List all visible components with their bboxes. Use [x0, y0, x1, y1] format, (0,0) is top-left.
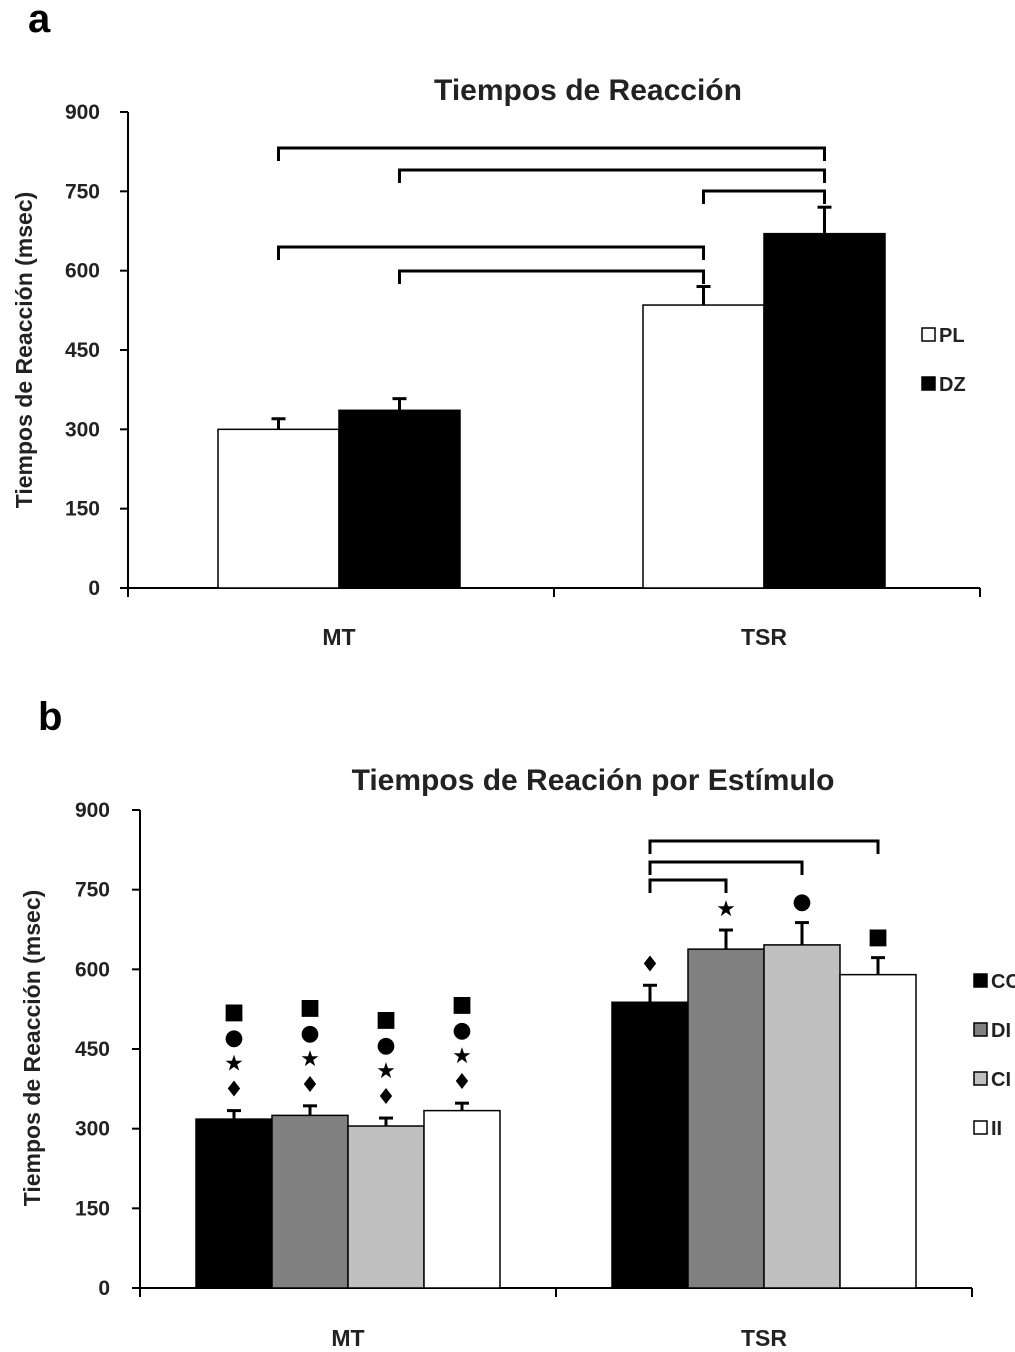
chart-a-title: Tiempos de Reacción	[434, 74, 742, 107]
chart-a-ytick-label: 600	[65, 260, 100, 283]
chart-b-ytick-label: 0	[98, 1277, 110, 1300]
chart-b-significance-bracket	[648, 878, 728, 893]
chart-b-bar-mt-ci	[347, 1125, 425, 1289]
chart-a-legend-swatch-dz	[921, 376, 936, 391]
chart-a-bar-mt-pl	[217, 428, 340, 589]
chart-a-ytick-label: 450	[65, 339, 100, 362]
chart-b-bar-tsr-cc	[611, 1001, 689, 1289]
chart-b-ytick-label: 900	[75, 799, 110, 822]
chart-b-bar-tsr-ci	[763, 944, 841, 1289]
chart-b-bar-mt-ii	[423, 1109, 501, 1289]
chart-b-marker-mt-ci: ●	[376, 1033, 395, 1058]
chart-a-ytick-label: 150	[65, 498, 100, 521]
chart-b-marker-mt-ii: ■	[452, 992, 473, 1017]
chart-b-legend-swatch-ci	[973, 1071, 988, 1086]
chart-b-marker-mt-di: ■	[300, 995, 321, 1020]
chart-b-ylabel: Tiempos de Reacción (msec)	[19, 890, 45, 1207]
chart-a-bar-mt-dz	[338, 409, 461, 589]
chart-b-legend-label-ii: II	[991, 1118, 1002, 1140]
chart-b-marker-tsr-ci: ●	[792, 890, 811, 915]
chart-b-legend-swatch-cc	[973, 973, 988, 988]
chart-b-legend-label-ci: CI	[991, 1069, 1011, 1091]
chart-b-ytick-label: 450	[75, 1038, 110, 1061]
chart-b-ytick-label: 600	[75, 958, 110, 981]
chart-a-significance-bracket	[398, 269, 705, 284]
chart-b-marker-mt-cc: ★	[224, 1052, 244, 1077]
chart-b-legend-swatch-ii	[973, 1120, 988, 1135]
chart-b-marker-mt-di: ♦	[300, 1073, 320, 1098]
chart-b-ytick-label: 300	[75, 1118, 110, 1141]
chart-b-marker-mt-di: ●	[300, 1021, 319, 1046]
chart-b-marker-mt-ci: ★	[376, 1059, 396, 1084]
chart-b-legend-label-cc: CC	[991, 971, 1015, 993]
chart-b-ytick-label: 750	[75, 879, 110, 902]
chart-a-plot: 0 150 300 450 600 750 900 MT TSR PL DZ	[65, 101, 981, 650]
chart-a-significance-bracket	[277, 245, 705, 260]
panel-letter-a: a	[28, 0, 51, 41]
chart-b-category-label-tsr: TSR	[741, 1325, 787, 1351]
chart-a-significance-bracket	[398, 168, 826, 183]
chart-b-title: Tiempos de Reación por Estímulo	[352, 764, 835, 797]
chart-a-ytick-label: 300	[65, 418, 100, 441]
chart-a-ytick-label: 750	[65, 180, 100, 203]
chart-a-category-label-mt: MT	[322, 624, 355, 650]
chart-b-marker-tsr-ii: ■	[868, 925, 889, 950]
chart-a-ytick-label: 0	[88, 577, 100, 600]
chart-b-marker-mt-cc: ♦	[224, 1078, 244, 1103]
chart-b-significance-bracket	[648, 860, 804, 875]
chart-a-bar-tsr-pl	[642, 304, 765, 589]
chart-b-significance-bracket	[648, 839, 880, 854]
chart-a-bar-tsr-dz	[763, 232, 886, 589]
chart-b-marker-mt-di: ★	[300, 1047, 320, 1072]
chart-a-ylabel: Tiempos de Reacción (msec)	[11, 192, 37, 509]
chart-b-bar-tsr-ii	[839, 973, 917, 1289]
chart-b-bar-mt-di	[271, 1114, 349, 1289]
chart-b-marker-mt-cc: ●	[224, 1026, 243, 1051]
chart-b-legend-label-di: DI	[991, 1020, 1011, 1042]
chart-b-marker-mt-ii: ●	[452, 1018, 471, 1043]
chart-a-legend-label-pl: PL	[939, 325, 965, 347]
panel-letter-b: b	[38, 695, 62, 739]
chart-b-bar-mt-cc	[195, 1118, 273, 1289]
chart-b-marker-mt-ii: ★	[452, 1044, 472, 1069]
chart-b-bar-tsr-di	[687, 948, 765, 1289]
chart-a-legend-label-dz: DZ	[939, 374, 966, 396]
chart-b-marker-mt-cc: ■	[224, 1000, 245, 1025]
chart-a-significance-bracket	[277, 146, 826, 161]
chart-b-ytick-label: 150	[75, 1197, 110, 1220]
chart-a-category-label-tsr: TSR	[741, 624, 787, 650]
chart-a-significance-bracket	[702, 189, 826, 204]
chart-b-marker-mt-ii: ♦	[452, 1070, 472, 1095]
chart-b-marker-tsr-di: ★	[716, 897, 736, 922]
chart-b-category-label-mt: MT	[331, 1325, 364, 1351]
chart-b-legend-swatch-di	[973, 1022, 988, 1037]
chart-a-legend-swatch-pl	[921, 327, 936, 342]
chart-b-marker-mt-ci: ♦	[376, 1085, 396, 1110]
chart-b-marker-tsr-cc: ♦	[640, 952, 660, 977]
chart-b-marker-mt-ci: ■	[376, 1007, 397, 1032]
chart-a-ytick-label: 900	[65, 101, 100, 124]
